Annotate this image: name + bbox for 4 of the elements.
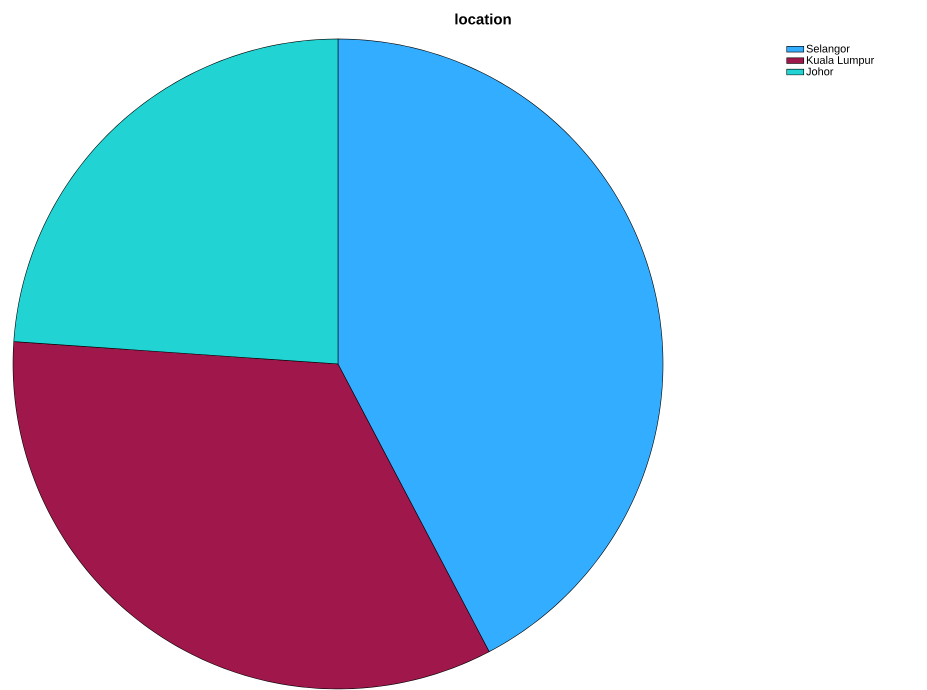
- legend-label: Johor: [806, 67, 834, 76]
- chart-title: location: [455, 14, 511, 24]
- legend-label: Kuala Lumpur: [806, 56, 874, 66]
- legend-label: Selangor: [806, 44, 850, 55]
